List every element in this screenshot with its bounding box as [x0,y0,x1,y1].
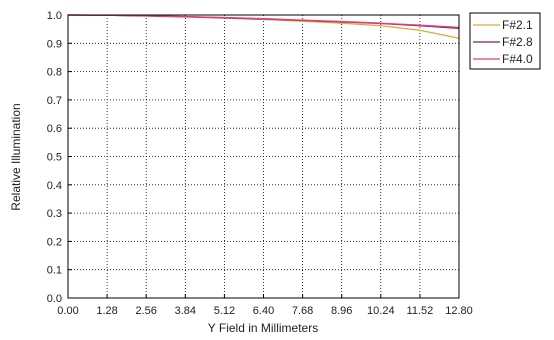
x-tick-label: 2.56 [135,305,156,317]
series-lines [67,14,460,39]
y-tick-label: 0.3 [47,208,62,220]
x-tick-label: 1.28 [96,305,117,317]
x-tick-label: 8.96 [331,305,352,317]
x-tick-label: 10.24 [367,305,395,317]
y-tick-label: 0.9 [47,38,62,50]
x-tick-label: 0.00 [57,305,78,317]
legend-label-3: F#4.0 [502,52,533,66]
x-tick-label: 5.12 [214,305,235,317]
legend-box [469,12,541,70]
y-tick-label: 0.0 [47,293,62,305]
y-tick-label: 0.2 [47,236,62,248]
y-tick-label: 0.7 [47,95,62,107]
legend-label-1: F#2.1 [502,18,533,32]
x-axis-ticks: 0.00 1.28 2.56 3.84 5.12 6.40 7.68 8.96 10.24 11.… [57,294,473,317]
x-tick-label: 3.84 [175,305,196,317]
y-axis-title: Relative Illumination [9,103,23,210]
legend: F#2.1 F#2.8 F#4.0 [469,12,541,70]
y-tick-label: 0.6 [47,123,62,135]
x-tick-label: 7.68 [292,305,313,317]
x-tick-label: 12.80 [445,305,473,317]
y-tick-label: 0.8 [47,67,62,79]
y-tick-label: 1.0 [47,10,62,22]
y-tick-label: 0.5 [47,152,62,164]
legend-label-2: F#2.8 [502,35,533,49]
y-tick-label: 0.1 [47,265,62,277]
series-line-3 [67,14,460,29]
grid [67,14,460,299]
x-tick-label: 6.40 [253,305,274,317]
x-axis-title: Y Field in Millimeters [208,321,318,335]
y-axis-ticks: 0.0 0.1 0.2 0.3 0.4 0.5 0.6 0.7 0.8 0.9 1.0 [47,10,72,305]
y-tick-label: 0.4 [47,180,62,192]
x-tick-label: 11.52 [407,305,434,317]
